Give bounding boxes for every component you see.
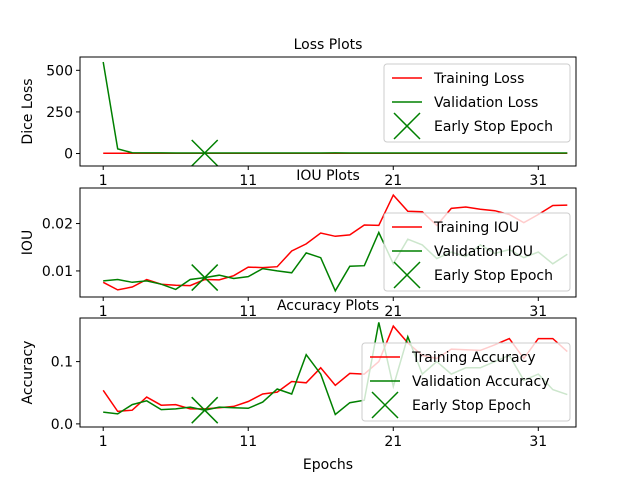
early-stop-marker xyxy=(191,396,219,424)
chart-title: IOU Plots xyxy=(296,168,360,184)
legend-item: Validation Accuracy xyxy=(370,374,550,390)
x-tick-label: 21 xyxy=(384,304,402,320)
y-tick-label: 250 xyxy=(46,105,73,121)
legend-box xyxy=(383,212,571,292)
chart-title: Loss Plots xyxy=(294,37,363,53)
validation-series-line xyxy=(102,61,568,154)
legend-label: Validation Loss xyxy=(434,95,538,111)
legend-label: Validation IOU xyxy=(434,244,533,260)
legend-label: Early Stop Epoch xyxy=(434,268,553,284)
legend: Training IOU Validation IOU Early Stop Epo… xyxy=(383,212,571,292)
axes-frame xyxy=(79,187,577,298)
legend-item: Early Stop Epoch xyxy=(371,391,531,419)
legend-label: Validation Accuracy xyxy=(412,374,550,390)
legend-item: Validation Loss xyxy=(392,95,538,111)
legend-item: Training Loss xyxy=(392,71,524,87)
x-tick-label: 21 xyxy=(384,434,402,450)
early-stop-marker xyxy=(191,264,219,292)
y-tick-label: 0 xyxy=(64,147,73,163)
x-tick-label: 31 xyxy=(529,434,547,450)
y-axis-label: Accuracy xyxy=(20,341,36,405)
x-tick-label: 1 xyxy=(99,173,108,189)
x-tick-label: 11 xyxy=(239,304,257,320)
legend-swatch xyxy=(393,261,421,289)
x-tick-label: 11 xyxy=(239,434,257,450)
legend-label: Training IOU xyxy=(433,220,519,236)
x-tick-label: 11 xyxy=(239,173,257,189)
y-tick-label: 0.0 xyxy=(51,417,73,433)
x-tick-label: 1 xyxy=(99,304,108,320)
x-tick-label: 1 xyxy=(99,434,108,450)
y-axis-label: Dice Loss xyxy=(20,78,36,144)
legend-swatch xyxy=(393,112,421,140)
y-tick-label: 0.01 xyxy=(42,264,73,280)
legend-label: Training Loss xyxy=(433,71,524,87)
legend-item: Early Stop Epoch xyxy=(393,261,553,289)
legend-box xyxy=(383,63,571,143)
y-axis-label: IOU xyxy=(20,230,36,255)
y-tick-label: 0.1 xyxy=(51,355,73,371)
legend-item: Training IOU xyxy=(392,220,519,236)
x-tick-label: 21 xyxy=(384,173,402,189)
legend-item: Training Accuracy xyxy=(370,350,536,366)
legend-item: Early Stop Epoch xyxy=(393,112,553,140)
legend-swatch xyxy=(371,391,399,419)
early-stop-marker xyxy=(191,139,219,167)
legend-item: Validation IOU xyxy=(392,244,533,260)
x-axis-label: Epochs xyxy=(303,457,353,473)
y-tick-label: 500 xyxy=(46,63,73,79)
x-tick-label: 31 xyxy=(529,173,547,189)
legend-box xyxy=(361,342,571,422)
legend: Training Accuracy Validation Accuracy Earl… xyxy=(361,342,571,422)
legend-label: Early Stop Epoch xyxy=(434,119,553,135)
legend: Training Loss Validation Loss Early Stop E… xyxy=(383,63,571,143)
y-tick-label: 0.02 xyxy=(42,217,73,233)
legend-label: Early Stop Epoch xyxy=(412,398,531,414)
x-tick-label: 31 xyxy=(529,304,547,320)
axes-frame xyxy=(79,317,577,428)
chart-title: Accuracy Plots xyxy=(277,298,379,314)
legend-label: Training Accuracy xyxy=(411,350,536,366)
